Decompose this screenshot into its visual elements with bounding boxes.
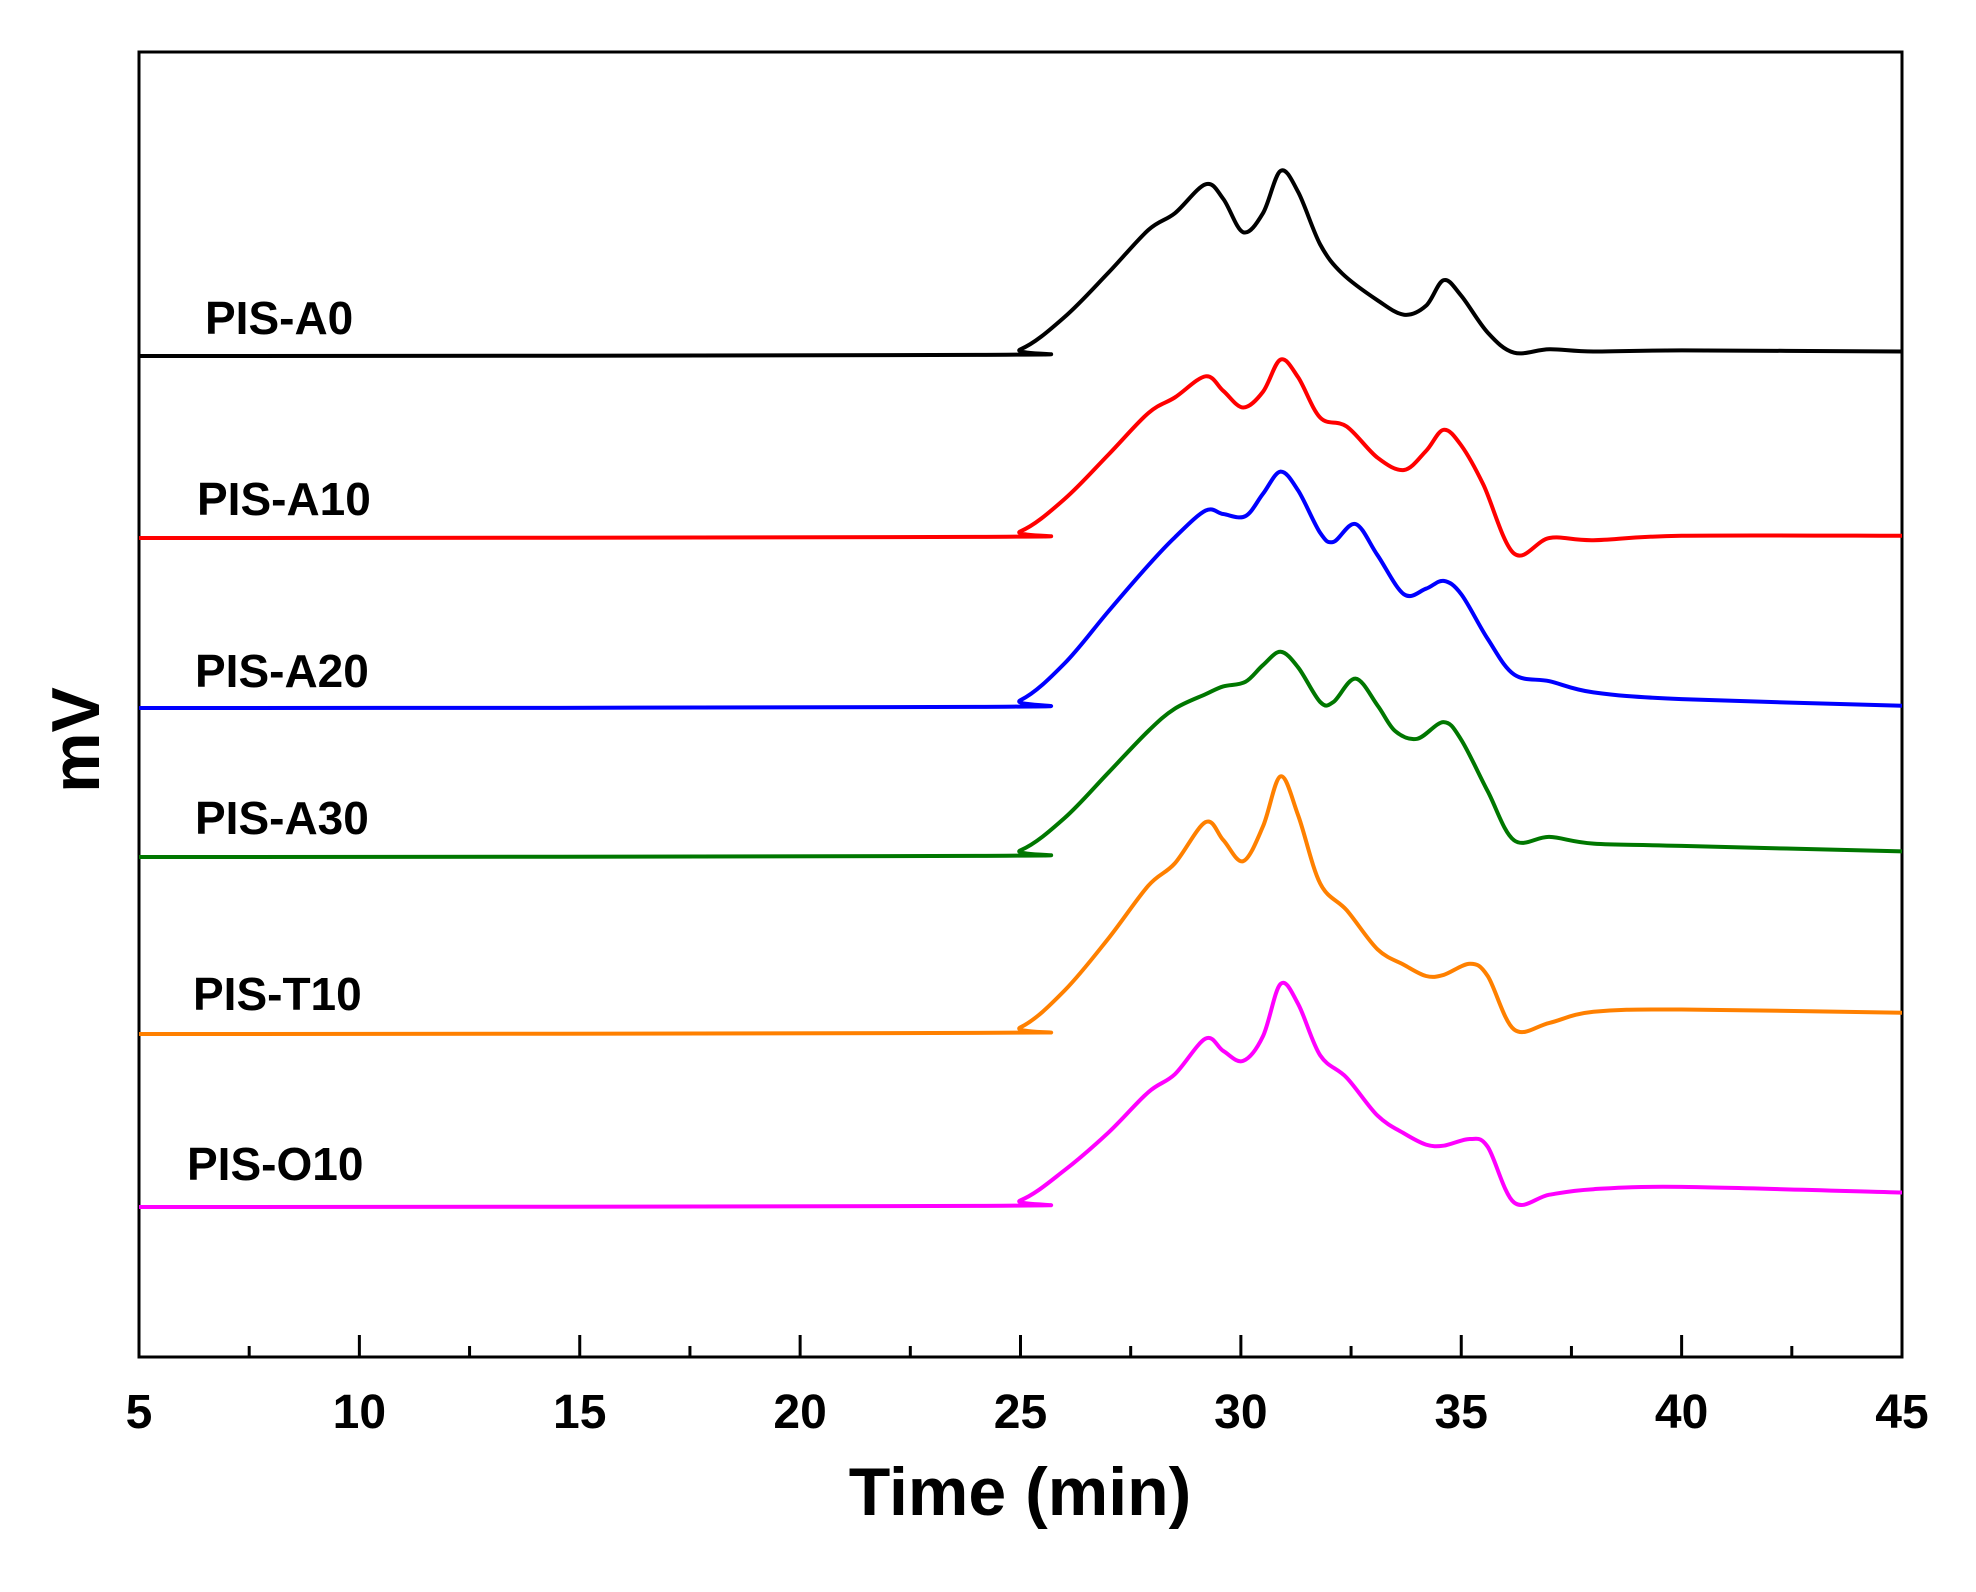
series-group (138, 168, 1903, 1209)
x-tick-label: 25 (994, 1386, 1047, 1439)
series-line-pis-t10 (138, 774, 1903, 1036)
series-label-pis-o10: PIS-O10 (187, 1138, 363, 1190)
series-label-pis-t10: PIS-T10 (193, 968, 362, 1020)
y-axis-title: mV (38, 687, 114, 793)
series-line-pis-a0 (138, 168, 1903, 358)
x-axis-title: Time (min) (849, 1454, 1192, 1530)
series-label-pis-a20: PIS-A20 (195, 645, 369, 697)
x-tick-label: 10 (333, 1386, 386, 1439)
x-tick-label: 45 (1875, 1386, 1928, 1439)
x-axis: 5 10 15 20 25 30 35 40 45 (126, 1335, 1929, 1439)
x-tick-label: 15 (553, 1386, 606, 1439)
x-tick-label: 20 (773, 1386, 826, 1439)
series-line-pis-o10 (138, 980, 1903, 1209)
x-tick-label: 5 (126, 1386, 153, 1439)
series-line-pis-a10 (138, 357, 1903, 558)
series-label-pis-a30: PIS-A30 (195, 792, 369, 844)
series-label-pis-a10: PIS-A10 (197, 473, 371, 525)
series-label-pis-a0: PIS-A0 (205, 292, 353, 344)
x-tick-label: 40 (1655, 1386, 1708, 1439)
series-line-pis-a20 (138, 469, 1903, 710)
x-tick-label: 35 (1435, 1386, 1488, 1439)
x-tick-label: 30 (1214, 1386, 1267, 1439)
series-labels: PIS-A0 PIS-A10 PIS-A20 PIS-A30 PIS-T10 P… (187, 292, 371, 1190)
series-line-pis-a30 (138, 649, 1903, 859)
